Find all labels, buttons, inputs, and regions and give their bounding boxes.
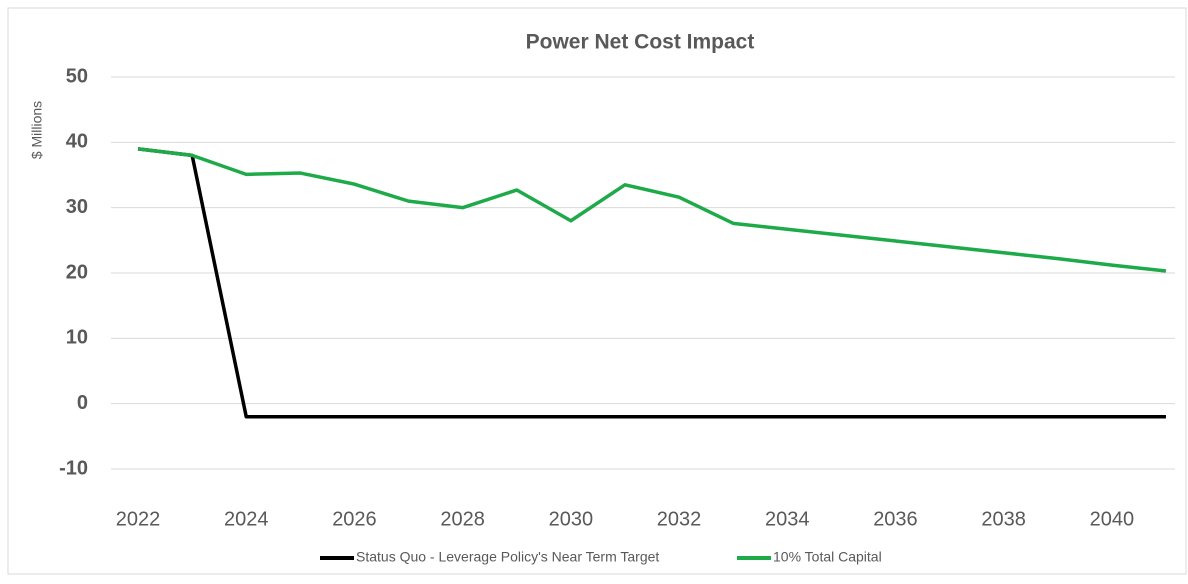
x-tick-label: 2036 xyxy=(873,508,918,530)
x-tick-label: 2024 xyxy=(224,508,269,530)
y-tick-label: 20 xyxy=(66,261,88,283)
y-tick-label: 40 xyxy=(66,131,88,153)
x-tick-label: 2026 xyxy=(332,508,377,530)
x-tick-label: 2032 xyxy=(657,508,702,530)
x-tick-label: 2040 xyxy=(1090,508,1135,530)
chart-title: Power Net Cost Impact xyxy=(526,31,755,54)
chart-border xyxy=(7,7,1187,575)
x-tick-label: 2030 xyxy=(549,508,594,530)
y-tick-label: -10 xyxy=(59,457,88,479)
y-tick-label: 50 xyxy=(66,65,88,87)
legend-label: Status Quo - Leverage Policy's Near Term… xyxy=(356,549,659,565)
x-tick-label: 2028 xyxy=(440,508,485,530)
series-line xyxy=(137,147,1167,273)
x-tick-label: 2022 xyxy=(116,508,161,530)
x-tick-label: 2034 xyxy=(765,508,810,530)
legend-label: 10% Total Capital xyxy=(773,549,882,565)
y-axis-label: $ Millions xyxy=(29,101,45,159)
series-line xyxy=(137,147,1166,419)
y-tick-label: 0 xyxy=(77,392,88,414)
y-tick-label: 30 xyxy=(66,196,88,218)
y-tick-label: 10 xyxy=(66,327,88,349)
x-tick-label: 2038 xyxy=(981,508,1026,530)
